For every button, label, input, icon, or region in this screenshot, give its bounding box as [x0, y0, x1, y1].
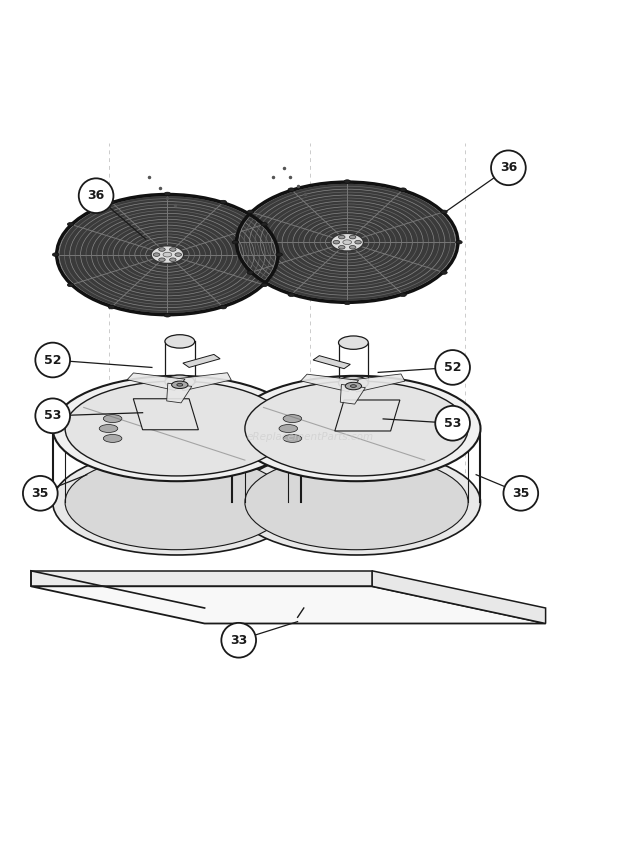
Polygon shape — [183, 354, 220, 367]
Ellipse shape — [68, 223, 74, 226]
Text: eReplacementParts.com: eReplacementParts.com — [246, 432, 374, 442]
Ellipse shape — [261, 223, 267, 226]
Polygon shape — [127, 373, 185, 391]
Polygon shape — [340, 384, 365, 404]
Text: 53: 53 — [44, 409, 61, 422]
Ellipse shape — [232, 241, 239, 244]
Ellipse shape — [164, 192, 171, 196]
Ellipse shape — [220, 200, 226, 204]
Text: 52: 52 — [444, 361, 461, 374]
Ellipse shape — [339, 376, 368, 390]
Ellipse shape — [339, 246, 345, 249]
Polygon shape — [31, 571, 372, 587]
Ellipse shape — [153, 253, 160, 257]
Ellipse shape — [165, 375, 195, 388]
Ellipse shape — [333, 241, 340, 244]
Circle shape — [35, 398, 70, 433]
Ellipse shape — [247, 271, 254, 274]
Ellipse shape — [276, 253, 283, 257]
Circle shape — [221, 623, 256, 657]
Ellipse shape — [247, 210, 254, 214]
Ellipse shape — [53, 450, 301, 555]
Ellipse shape — [239, 183, 456, 301]
Circle shape — [435, 406, 470, 441]
Ellipse shape — [344, 301, 350, 305]
Text: 33: 33 — [230, 634, 247, 647]
Ellipse shape — [355, 241, 361, 244]
Ellipse shape — [220, 306, 226, 309]
Ellipse shape — [59, 196, 276, 313]
Ellipse shape — [68, 284, 74, 287]
Ellipse shape — [104, 414, 122, 423]
Ellipse shape — [331, 233, 363, 251]
Ellipse shape — [232, 450, 480, 555]
Ellipse shape — [165, 335, 195, 348]
Ellipse shape — [169, 258, 176, 262]
Ellipse shape — [441, 271, 447, 274]
Polygon shape — [313, 355, 350, 369]
Circle shape — [435, 350, 470, 385]
Polygon shape — [31, 587, 546, 624]
Ellipse shape — [279, 425, 298, 432]
Ellipse shape — [350, 235, 356, 239]
Ellipse shape — [159, 258, 165, 262]
Ellipse shape — [441, 210, 447, 214]
Text: 36: 36 — [87, 189, 105, 203]
Ellipse shape — [245, 455, 468, 549]
Ellipse shape — [175, 253, 182, 257]
Ellipse shape — [400, 293, 406, 296]
Circle shape — [503, 476, 538, 511]
Circle shape — [23, 476, 58, 511]
Ellipse shape — [108, 200, 115, 204]
Polygon shape — [372, 571, 546, 624]
Polygon shape — [177, 373, 231, 391]
Ellipse shape — [345, 382, 361, 390]
Polygon shape — [335, 400, 400, 431]
Ellipse shape — [400, 188, 406, 192]
Ellipse shape — [350, 385, 356, 387]
Circle shape — [491, 150, 526, 185]
Ellipse shape — [159, 248, 165, 252]
Ellipse shape — [163, 252, 172, 257]
Ellipse shape — [344, 180, 350, 183]
Ellipse shape — [151, 246, 184, 263]
Circle shape — [79, 178, 113, 213]
Ellipse shape — [232, 376, 480, 481]
Ellipse shape — [104, 435, 122, 442]
Ellipse shape — [288, 188, 294, 192]
Ellipse shape — [65, 455, 288, 549]
Ellipse shape — [283, 435, 302, 442]
Polygon shape — [133, 398, 198, 430]
Text: 35: 35 — [512, 487, 529, 500]
Ellipse shape — [261, 284, 267, 287]
Ellipse shape — [283, 414, 302, 423]
Ellipse shape — [108, 306, 115, 309]
Ellipse shape — [288, 293, 294, 296]
Ellipse shape — [53, 253, 59, 257]
Ellipse shape — [339, 235, 345, 239]
Text: 53: 53 — [444, 417, 461, 430]
Ellipse shape — [339, 336, 368, 349]
Ellipse shape — [177, 383, 183, 387]
Ellipse shape — [169, 248, 176, 252]
Polygon shape — [167, 383, 192, 403]
Ellipse shape — [456, 241, 463, 244]
Ellipse shape — [350, 246, 356, 249]
Ellipse shape — [245, 381, 468, 476]
Text: 52: 52 — [44, 354, 61, 366]
Text: 35: 35 — [32, 487, 49, 500]
Ellipse shape — [99, 425, 118, 432]
Text: 36: 36 — [500, 161, 517, 175]
Ellipse shape — [172, 381, 188, 388]
Polygon shape — [350, 374, 405, 392]
Ellipse shape — [53, 376, 301, 481]
Ellipse shape — [164, 313, 171, 317]
Ellipse shape — [65, 381, 288, 476]
Ellipse shape — [343, 240, 352, 245]
Polygon shape — [301, 374, 358, 392]
Circle shape — [35, 343, 70, 377]
